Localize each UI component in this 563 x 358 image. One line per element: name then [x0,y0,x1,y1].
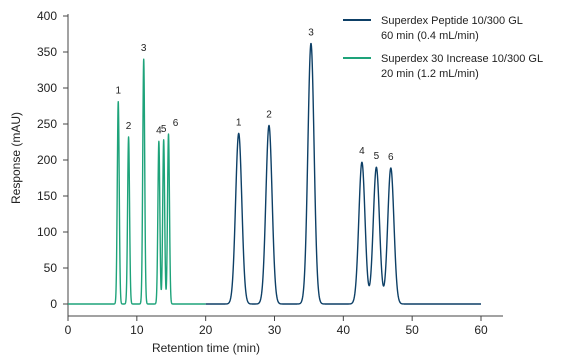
y-axis-label: Response (mAU) [9,112,23,204]
x-tick-label: 20 [199,323,213,337]
peak-label: 6 [173,118,179,129]
legend-sublabel-increase: 20 min (1.2 mL/min) [381,68,479,80]
peak-label: 3 [308,27,314,38]
axes [67,14,503,317]
x-tick-label: 40 [337,323,351,337]
y-tick-label: 200 [37,153,57,167]
peak-label: 5 [161,124,167,135]
y-tick-label: 150 [37,189,57,203]
x-tick-label: 10 [130,323,144,337]
peak-label: 4 [359,146,365,157]
y-tick-label: 100 [37,225,57,239]
peak-label: 1 [115,86,121,97]
peak-label: 5 [374,151,380,162]
series-layer [67,42,482,305]
legend: Superdex Peptide 10/300 GL 60 min (0.4 m… [343,15,543,80]
legend-sublabel-peptide: 60 min (0.4 mL/min) [381,30,479,42]
x-tick-label: 50 [405,323,419,337]
series-line-peptide [205,42,482,305]
peak-label: 1 [236,117,242,128]
peak-label: 2 [126,121,132,132]
y-tick-label: 0 [50,297,57,311]
y-tick-label: 50 [44,261,58,275]
x-ticks: 0 10 20 30 40 50 60 [65,316,488,337]
legend-label-increase: Superdex 30 Increase 10/300 GL [381,53,543,65]
x-tick-label: 0 [65,323,72,337]
peak-label: 2 [266,109,272,120]
peak-label: 3 [141,43,147,54]
series-line-increase [67,58,207,305]
peak-label: 4 [156,125,162,136]
y-tick-label: 400 [37,9,57,23]
legend-label-peptide: Superdex Peptide 10/300 GL [381,15,523,27]
x-axis-label: Retention time (min) [152,341,260,355]
x-tick-label: 60 [474,323,488,337]
x-tick-label: 30 [268,323,282,337]
peak-label: 6 [388,152,394,163]
y-ticks: 0 50 100 150 200 250 300 350 400 [37,9,68,311]
y-tick-label: 350 [37,45,57,59]
y-tick-label: 300 [37,81,57,95]
y-tick-label: 250 [37,117,57,131]
